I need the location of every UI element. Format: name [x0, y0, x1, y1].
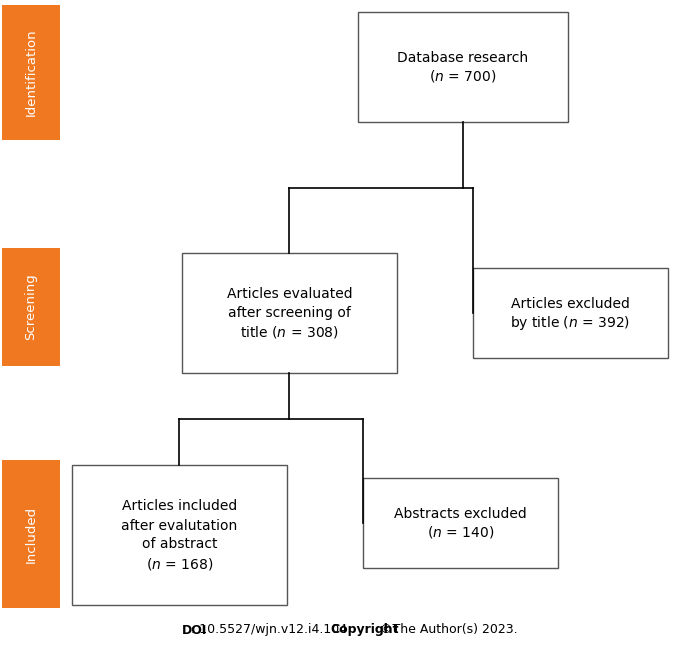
Text: Articles excluded: Articles excluded [511, 297, 630, 310]
Bar [182, 253, 397, 373]
Text: DOI: DOI [182, 623, 207, 636]
Text: after screening of: after screening of [228, 306, 351, 320]
Bar [473, 268, 668, 358]
Text: by title ($n$ = 392): by title ($n$ = 392) [511, 314, 630, 331]
Text: of abstract: of abstract [142, 537, 217, 552]
Text: ©The Author(s) 2023.: ©The Author(s) 2023. [377, 623, 518, 636]
Text: ($n$ = 168): ($n$ = 168) [146, 556, 213, 571]
Text: title ($n$ = 308): title ($n$ = 308) [240, 324, 339, 340]
Text: Abstracts excluded: Abstracts excluded [394, 506, 527, 520]
Text: Screening: Screening [24, 274, 37, 340]
Bar [363, 478, 558, 568]
Text: Articles included: Articles included [122, 499, 237, 514]
Text: ($n$ = 140): ($n$ = 140) [427, 525, 494, 541]
Text: Identification: Identification [24, 29, 37, 116]
Text: Copyright: Copyright [330, 623, 399, 636]
Text: Articles evaluated: Articles evaluated [227, 287, 352, 301]
Bar [72, 465, 287, 605]
Bar [2, 248, 60, 366]
Bar [358, 12, 568, 122]
Text: after evalutation: after evalutation [122, 518, 238, 533]
Text: ($n$ = 700): ($n$ = 700) [429, 68, 497, 85]
Text: Database research: Database research [397, 51, 529, 64]
Bar [2, 460, 60, 608]
Text: : 10.5527/wjn.v12.i4.104: : 10.5527/wjn.v12.i4.104 [191, 623, 351, 636]
Bar [2, 5, 60, 140]
Text: Included: Included [24, 505, 37, 563]
